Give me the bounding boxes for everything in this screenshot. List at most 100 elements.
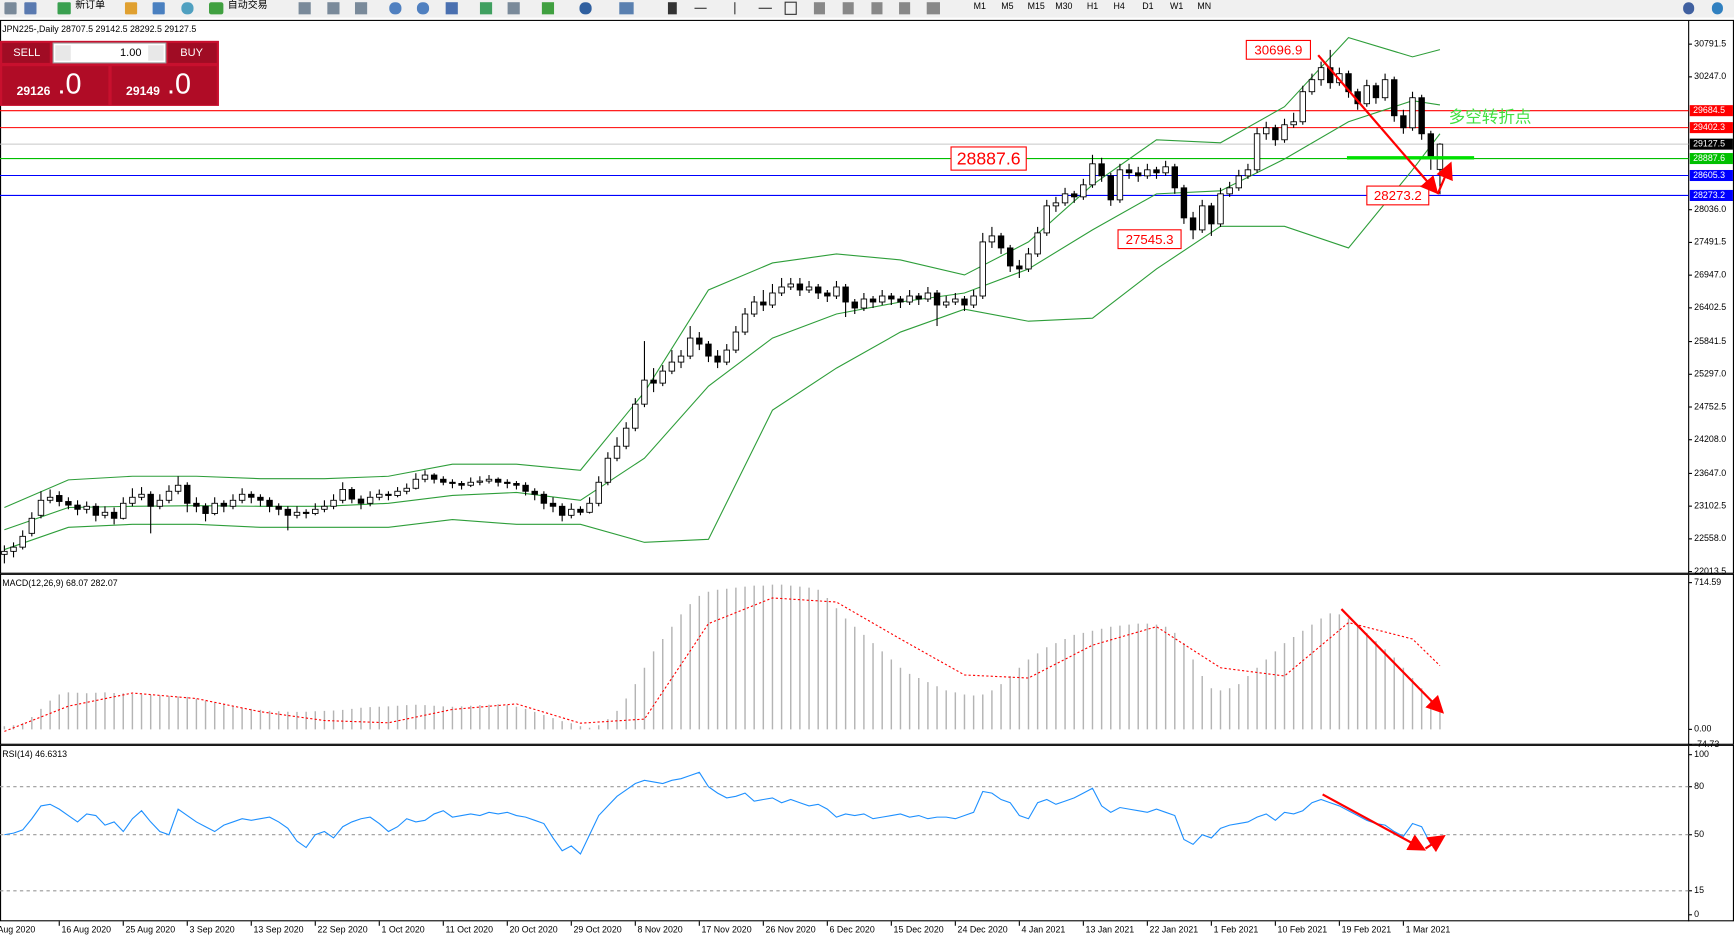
timeframe-button[interactable]: M5: [1001, 1, 1013, 11]
auto-trading-icon[interactable]: [209, 2, 224, 15]
candle-body: [1135, 172, 1142, 177]
candle-body: [942, 301, 950, 306]
auto-trading-button[interactable]: 自动交易: [228, 0, 268, 11]
shapes[interactable]: [926, 2, 940, 15]
price-level-label: 28273.2: [1693, 190, 1725, 200]
timeframe-button[interactable]: M15: [1028, 1, 1045, 11]
search[interactable]: [1683, 2, 1695, 15]
tool-icon[interactable]: [327, 2, 340, 15]
annotation-box: [1117, 229, 1182, 250]
tool-icon[interactable]: [298, 2, 311, 15]
hline[interactable]: [758, 7, 772, 9]
candle-body: [659, 370, 666, 384]
y-tick-label: 30247.0: [1694, 71, 1726, 81]
text-tool[interactable]: [871, 2, 883, 15]
candle-body: [275, 505, 282, 510]
indicators[interactable]: [541, 2, 555, 15]
tool-icon[interactable]: [181, 2, 194, 15]
candle-body: [174, 484, 182, 492]
tool-icon[interactable]: [445, 2, 458, 15]
timeframe-button[interactable]: M30: [1055, 1, 1072, 11]
x-tick-label: 8 Nov 2020: [638, 925, 683, 935]
tool-icon[interactable]: [152, 2, 165, 15]
templates[interactable]: [619, 2, 634, 15]
candle-body: [741, 313, 749, 333]
candle-body: [1, 550, 8, 555]
sell-price: 29126: [17, 84, 51, 98]
timeframe-button[interactable]: H1: [1087, 1, 1098, 11]
lot-input[interactable]: [52, 42, 167, 64]
sell-label[interactable]: SELL: [13, 47, 40, 59]
candle-body: [568, 508, 575, 516]
tool-icon[interactable]: [124, 2, 138, 15]
timeframe-button[interactable]: MN: [1197, 1, 1211, 11]
vline[interactable]: [734, 2, 736, 15]
candle-body: [1244, 169, 1252, 177]
y-tick-label: 50: [1694, 829, 1704, 839]
candle-body: [586, 502, 593, 513]
new-order-button[interactable]: 新订单: [75, 0, 105, 11]
candle-body: [165, 490, 173, 501]
sell-price-box[interactable]: [2, 66, 109, 105]
timeframe-button[interactable]: D1: [1142, 1, 1153, 11]
candle-body: [1226, 187, 1233, 195]
timeframe-button[interactable]: H4: [1113, 1, 1124, 11]
tool-icon[interactable]: [479, 2, 493, 15]
zoom-out[interactable]: [416, 2, 430, 15]
timeframe-button[interactable]: M1: [974, 1, 986, 11]
new-order-icon[interactable]: [57, 2, 71, 15]
buy-button[interactable]: [168, 43, 217, 63]
candle-body: [147, 493, 154, 507]
candle-body: [266, 499, 273, 507]
timeframe-button[interactable]: W1: [1170, 1, 1183, 11]
toolbar-icons: [4, 1, 1723, 15]
sell-button[interactable]: [2, 43, 50, 63]
tool-icon[interactable]: [4, 2, 17, 15]
candle-body: [513, 483, 520, 486]
candle-body: [220, 502, 228, 507]
tool-icon[interactable]: [507, 2, 520, 15]
candle-body: [284, 508, 292, 516]
candle-body: [705, 343, 712, 357]
cursor[interactable]: [667, 2, 677, 15]
candle-body: [869, 298, 877, 303]
candle-body: [10, 546, 17, 552]
periods[interactable]: [579, 2, 592, 15]
tool-icon[interactable]: [354, 2, 368, 15]
fibo[interactable]: [813, 2, 825, 15]
buy-price-fraction: .0: [167, 69, 191, 101]
candle-body: [412, 478, 420, 489]
y-tick-label: 0: [1694, 909, 1699, 919]
lot-down[interactable]: [55, 45, 71, 61]
y-tick-label: 27491.5: [1694, 237, 1726, 247]
candle-body: [805, 286, 813, 291]
candle-body: [769, 292, 776, 306]
candle-body: [595, 481, 602, 504]
candle-body: [1089, 163, 1096, 186]
buy-price-box[interactable]: [111, 66, 217, 105]
candle-body: [860, 298, 868, 309]
candle-body: [110, 511, 118, 519]
user[interactable]: [1711, 2, 1723, 15]
y-tick-label: 714.59: [1694, 577, 1721, 587]
tool-icon[interactable]: [24, 2, 37, 15]
candle-body: [1253, 133, 1261, 171]
lot-value[interactable]: 1.00: [120, 47, 142, 59]
crosshair[interactable]: [694, 7, 707, 9]
price-level-tag: [1689, 138, 1733, 150]
panel: RSI(14) 46.6313 100 80 50 15 0 Aug 2020 16 Aug …: [0, 744, 1734, 935]
y-tick-label: 100: [1694, 749, 1709, 759]
trendline[interactable]: [784, 1, 797, 15]
candle-body: [467, 481, 474, 486]
candle-body: [321, 505, 328, 510]
lot-up[interactable]: [148, 45, 164, 61]
label-tool[interactable]: [899, 2, 911, 15]
candle-body: [1189, 217, 1197, 231]
channel[interactable]: [842, 2, 854, 15]
price-level-label: 28605.3: [1693, 170, 1725, 180]
buy-label[interactable]: BUY: [180, 47, 203, 59]
candle-body: [494, 478, 502, 483]
zoom-in[interactable]: [389, 2, 402, 15]
candle-body: [449, 481, 456, 484]
candle-body: [202, 505, 209, 514]
